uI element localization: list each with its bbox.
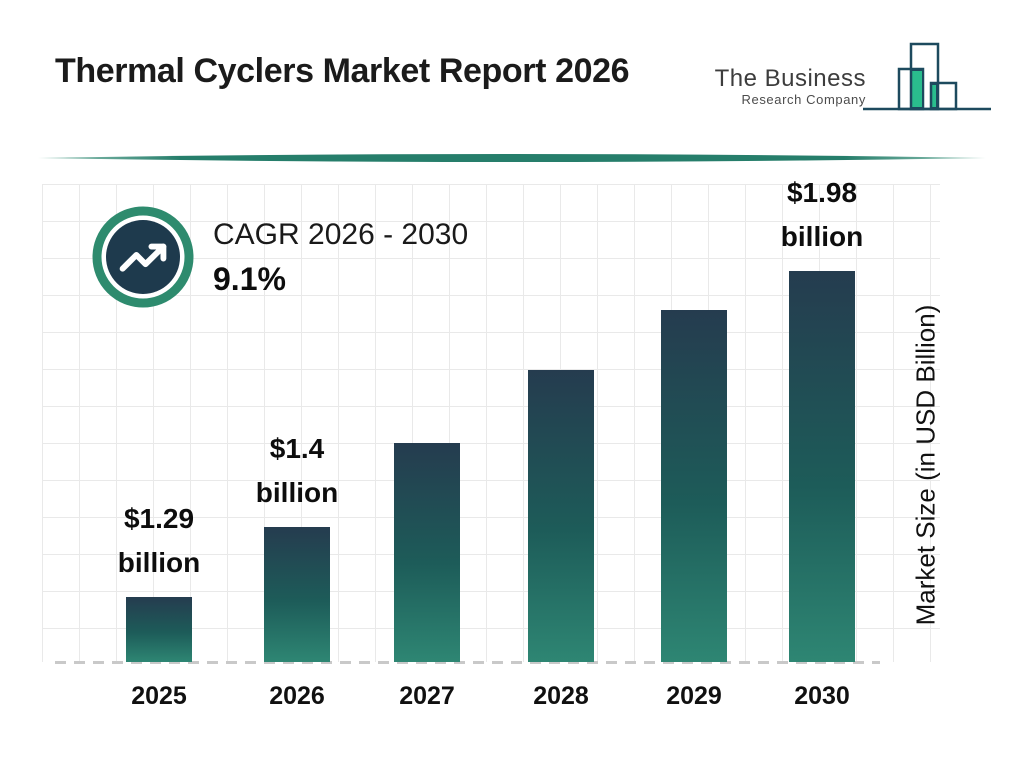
bar-value-label-line: billion [780,221,864,252]
bar-2029 [661,310,727,662]
cagr-badge: CAGR 2026 - 2030 9.1% [92,206,468,308]
cagr-value: 9.1% [213,261,286,297]
bar-value-label-line: billion [255,477,339,508]
x-axis-baseline [55,661,880,664]
bar-value-label-2030: $1.98 billion [781,171,863,259]
bar-value-label-line: $1.29 [123,503,195,534]
bar-2025 [126,597,192,662]
x-axis-label-2029: 2029 [666,682,722,710]
logo-name-line1: The Business [714,65,866,92]
page-title: Thermal Cyclers Market Report 2026 [55,52,630,90]
cagr-text: CAGR 2026 - 2030 9.1% [213,206,468,298]
x-axis-label-2028: 2028 [533,682,589,710]
logo-text: The Business Research Company [714,65,866,108]
x-axis-label-2030: 2030 [794,682,850,710]
logo-bars-icon [863,42,991,111]
divider-swoosh [38,154,986,162]
cagr-period-label: CAGR 2026 - 2030 [213,218,469,251]
y-axis-label: Market Size (in USD Billion) [910,304,941,626]
bar-2027 [394,443,460,662]
x-axis-label-2025: 2025 [131,682,187,710]
bar-value-label-2025: $1.29 billion [118,497,200,585]
bar-2030 [789,271,855,662]
bar-value-label-2026: $1.4 billion [256,427,338,515]
company-logo: The Business Research Company [686,36,991,122]
bar-value-label-line: billion [117,547,201,578]
bar-value-label-line: $1.4 [269,433,325,464]
bar-2026 [264,527,330,662]
bar-2028 [528,370,594,662]
x-axis-label-2026: 2026 [269,682,325,710]
trending-up-icon [92,206,194,308]
logo-name-line2: Research Company [741,92,866,107]
bar-value-label-line: $1.98 [786,177,858,208]
x-axis-label-2027: 2027 [399,682,455,710]
